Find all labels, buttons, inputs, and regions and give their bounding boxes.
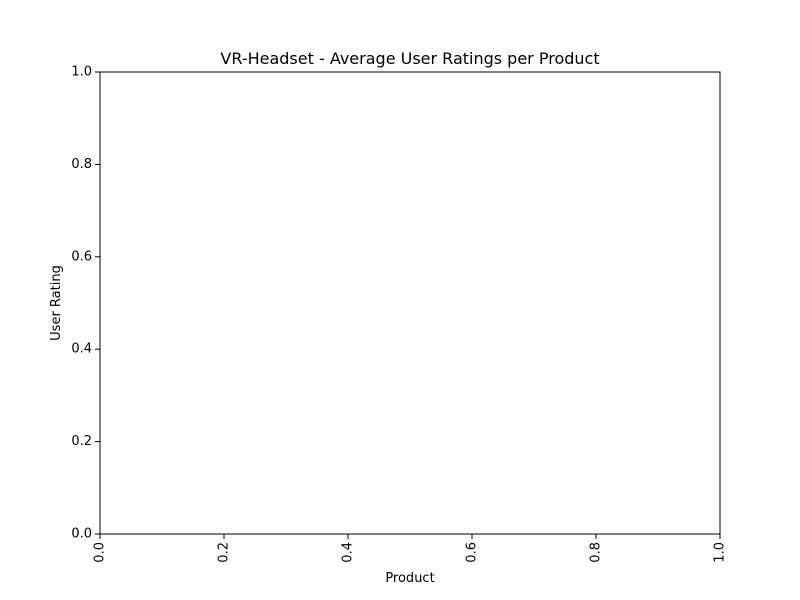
y-axis-label: User Rating [49,265,64,341]
y-tick-label: 0.8 [71,157,92,172]
x-tick-label: 0.4 [341,542,356,563]
y-axis-ticks: 0.0 0.2 0.4 0.6 0.8 1.0 [71,65,100,542]
y-tick-label: 0.0 [71,527,92,542]
x-tick-label: 0.2 [217,542,232,563]
y-tick-label: 1.0 [71,65,92,80]
y-tick-label: 0.4 [71,342,92,357]
plot-area [99,71,721,535]
x-tick-label: 0.0 [93,542,108,563]
y-tick-label: 0.2 [71,434,92,449]
x-tick-label: 1.0 [713,542,728,563]
y-tick-label: 0.6 [71,249,92,264]
x-tick-label: 0.8 [589,542,604,563]
x-axis-ticks: 0.0 0.2 0.4 0.6 0.8 1.0 [93,534,728,563]
x-axis-label: Product [385,571,434,586]
chart-title: VR-Headset - Average User Ratings per Pr… [220,49,599,68]
x-tick-label: 0.6 [465,542,480,563]
